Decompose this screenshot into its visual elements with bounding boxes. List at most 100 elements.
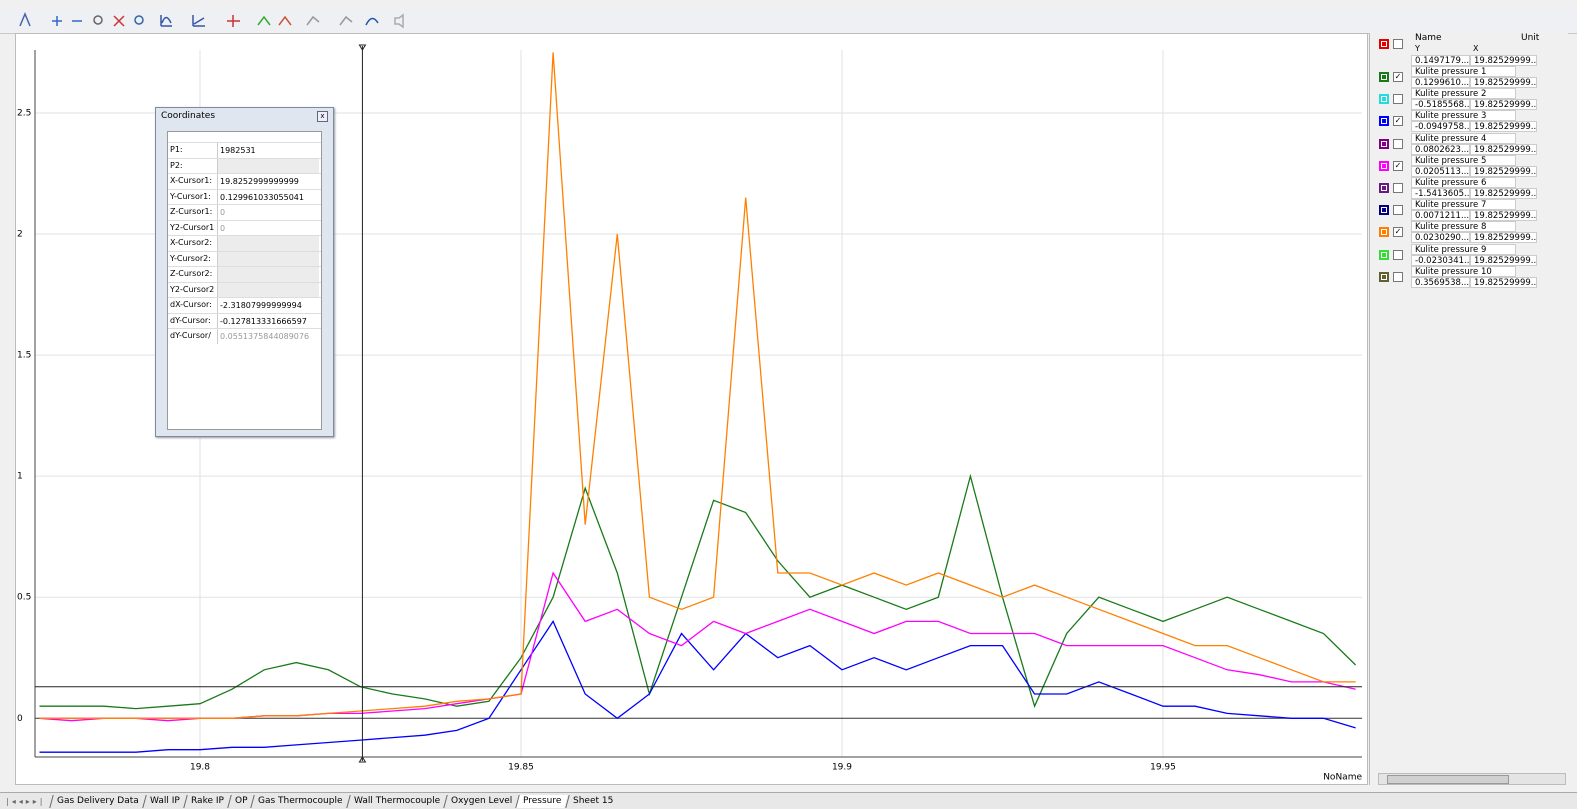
icon-dot bbox=[1382, 252, 1386, 257]
icon-dot bbox=[1382, 163, 1386, 168]
tab-label: Oxygen Level bbox=[451, 795, 513, 806]
checkbox[interactable] bbox=[1393, 271, 1403, 282]
coordinates-dialog[interactable]: Coordinates x P1: 1982531 P2: X-Cursor1: 19.… bbox=[155, 107, 334, 437]
channel-x: 19.82529999... bbox=[1470, 55, 1537, 66]
series-line bbox=[39, 473, 1357, 710]
channel-y: 0.0205113... bbox=[1411, 165, 1470, 177]
cursor-icon[interactable] bbox=[227, 15, 240, 27]
channel-row[interactable]: ✓ Kulite pressure 5 0.0205113... 19.8252999… bbox=[1370, 154, 1568, 177]
icon-dot bbox=[1382, 97, 1386, 102]
coord-value bbox=[217, 267, 319, 282]
coord-row: dY-Cursor: -0.127813331666597 bbox=[168, 312, 321, 329]
checkbox[interactable] bbox=[1393, 183, 1403, 193]
coord-row: Y-Cursor1: 0.129961033055041 bbox=[168, 188, 321, 205]
y-tick-label: 1 bbox=[17, 472, 23, 482]
channel-icon bbox=[1379, 205, 1389, 216]
x-tick-label: 19.85 bbox=[508, 763, 534, 773]
coord-label: Z-Cursor1: bbox=[170, 207, 213, 216]
coord-value: -0.127813331666597 bbox=[217, 313, 319, 329]
checkbox[interactable] bbox=[1393, 39, 1403, 49]
coord-label: Y2-Cursor1 bbox=[170, 222, 215, 232]
channel-row[interactable]: ✓ Kulite pressure 8 0.0230290... 19.8252999… bbox=[1370, 221, 1568, 244]
coord-row: X-Cursor2: bbox=[168, 235, 321, 251]
channel-row[interactable]: ✓ Kulite pressure 1 0.1299610... 19.8252999… bbox=[1370, 66, 1568, 88]
coord-row: Z-Cursor1: 0 bbox=[168, 204, 321, 220]
channel-icon bbox=[1379, 116, 1389, 127]
channel-row[interactable]: Kulite pressure 9 -0.0230341... 19.8252999… bbox=[1370, 243, 1568, 266]
toolbar bbox=[0, 8, 1577, 34]
checkbox[interactable]: ✓ bbox=[1393, 72, 1403, 82]
y-tick-label: 0.5 bbox=[17, 593, 31, 603]
channel-name: Kulite pressure 8 bbox=[1411, 221, 1516, 233]
chart: NoName 19.8 19.85 19.9 19.95 0 0.5 1 1.5 2 2.5 bbox=[17, 44, 1362, 783]
coord-label: X-Cursor1: bbox=[170, 176, 213, 185]
sheet-tab[interactable]: Wall IP bbox=[142, 794, 187, 808]
coord-row: dX-Cursor: -2.31807999999994 bbox=[168, 297, 321, 313]
zoom-in-icon[interactable] bbox=[52, 16, 62, 26]
channel-row[interactable]: Kulite pressure 10 0.3569538... 19.8252999… bbox=[1370, 265, 1568, 288]
reset-icon[interactable] bbox=[113, 15, 125, 27]
channel-y: 0.0071211... bbox=[1411, 210, 1470, 222]
coord-row: Y-Cursor2: bbox=[168, 250, 321, 267]
channel-icon bbox=[1379, 249, 1389, 260]
curve-icon[interactable] bbox=[160, 15, 172, 27]
channel-icon bbox=[1379, 138, 1389, 149]
header-x: X bbox=[1473, 44, 1479, 53]
channel-y: 0.1299610... bbox=[1411, 77, 1470, 88]
coord-row: Y2-Cursor2 bbox=[168, 281, 321, 298]
channel-name: Kulite pressure 9 bbox=[1411, 243, 1516, 255]
axis-icon[interactable] bbox=[192, 15, 205, 27]
x-tick-label: 19.8 bbox=[190, 763, 210, 773]
channel-row[interactable]: Kulite pressure 4 0.0802623... 19.82529999… bbox=[1370, 132, 1568, 155]
coord-value: 1982531 bbox=[217, 143, 319, 158]
close-button[interactable]: x bbox=[317, 111, 328, 122]
channel-row[interactable]: ✓ Kulite pressure 3 -0.0949758... 19.825299… bbox=[1370, 110, 1568, 133]
tab-nav[interactable]: |◂◂▸▸| bbox=[6, 796, 46, 806]
icon-dot bbox=[1382, 141, 1386, 146]
coord-row: dY-Cursor/0.0551375844089076 bbox=[168, 328, 321, 344]
channel-y: -0.0949758... bbox=[1411, 121, 1470, 133]
scroll-thumb[interactable] bbox=[1387, 775, 1509, 784]
peak2-icon[interactable] bbox=[278, 15, 292, 26]
channel-x: 19.82529999... bbox=[1470, 276, 1537, 288]
checkbox[interactable]: ✓ bbox=[1393, 116, 1403, 127]
sheet-tab[interactable]: Pressure bbox=[515, 794, 569, 808]
channel-row[interactable]: 0.1497179... 19.82529999... bbox=[1370, 39, 1568, 66]
sheet-tab[interactable]: Gas Thermocouple bbox=[250, 794, 350, 808]
channel-name: Kulite pressure 7 bbox=[1411, 199, 1516, 211]
coord-label: Y-Cursor2: bbox=[170, 253, 211, 263]
checkbox[interactable] bbox=[1393, 138, 1403, 149]
search-icon[interactable] bbox=[134, 15, 144, 25]
pan-icon[interactable] bbox=[93, 15, 103, 25]
checkbox[interactable]: ✓ bbox=[1393, 227, 1403, 238]
fit-icon[interactable] bbox=[365, 17, 379, 26]
sheet-tab[interactable]: Sheet 15 bbox=[565, 794, 620, 808]
sheet-tab[interactable]: Wall Thermocouple bbox=[346, 794, 447, 808]
channel-row[interactable]: Kulite pressure 2 -0.5185568... 19.8252999… bbox=[1370, 88, 1568, 111]
toolbar-icons bbox=[19, 12, 404, 29]
checkbox[interactable]: ✓ bbox=[1393, 160, 1403, 171]
sheet-tab[interactable]: Rake IP bbox=[183, 794, 231, 808]
checkbox[interactable] bbox=[1393, 205, 1403, 216]
checkbox[interactable] bbox=[1393, 249, 1403, 260]
channel-row[interactable]: Kulite pressure 7 0.0071211... 19.82529999… bbox=[1370, 199, 1568, 222]
tool-icon[interactable] bbox=[19, 12, 31, 27]
checkbox[interactable] bbox=[1393, 94, 1403, 105]
sheet-tab[interactable]: Gas Delivery Data bbox=[49, 794, 146, 808]
channel-icon bbox=[1379, 94, 1389, 105]
axis-name: NoName bbox=[1323, 773, 1362, 783]
peak-icon[interactable] bbox=[257, 15, 271, 26]
sheet-tab[interactable]: Oxygen Level bbox=[443, 794, 520, 808]
scrollbar[interactable] bbox=[1378, 773, 1566, 785]
coord-label: X-Cursor2: bbox=[170, 238, 213, 247]
coord-value: 0.0551375844089076 bbox=[217, 329, 319, 344]
coord-label: Y2-Cursor2 bbox=[170, 284, 215, 294]
channel-row[interactable]: Kulite pressure 6 -1.5413605... 19.8252999… bbox=[1370, 177, 1568, 199]
icon-dot bbox=[1382, 208, 1386, 213]
channel-y: 0.3569538... bbox=[1411, 276, 1470, 288]
coord-value: 0 bbox=[217, 205, 319, 220]
icon-dot bbox=[1382, 75, 1386, 79]
y-tick-label: 2 bbox=[17, 230, 23, 240]
coord-label: dY-Cursor/ bbox=[170, 331, 211, 340]
y-tick-label: 0 bbox=[17, 714, 23, 724]
